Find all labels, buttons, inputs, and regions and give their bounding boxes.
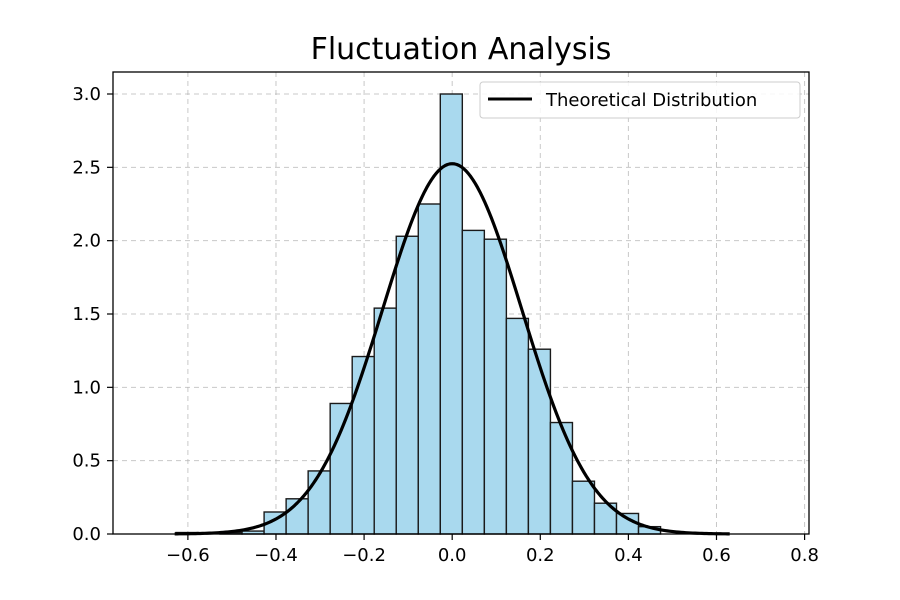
histogram-bar	[483, 238, 508, 535]
x-tick-label: 0.8	[790, 545, 819, 566]
y-tick-label: 3.0	[72, 84, 101, 105]
y-axis-ticks: 0.0 0.5 1.0 1.5 2.0 2.5 3.0	[72, 84, 113, 545]
theoretical-curve-group	[174, 162, 730, 536]
legend-box	[479, 81, 801, 119]
histogram-bar	[527, 348, 552, 535]
plot-frame	[112, 71, 810, 535]
histogram-bar	[571, 480, 596, 535]
histogram-bar	[505, 317, 530, 535]
histogram-bar	[439, 93, 464, 535]
x-tick-label: −0.4	[254, 545, 298, 566]
y-tick-label: 2.0	[72, 231, 101, 252]
y-tick-label: 0.0	[72, 524, 101, 545]
histogram-bar	[417, 203, 441, 535]
chart-title: Fluctuation Analysis	[311, 32, 612, 67]
histogram-bar	[461, 229, 486, 535]
y-tick-label: 1.0	[72, 377, 101, 398]
x-tick-label: −0.6	[166, 545, 210, 566]
histogram-bar	[329, 402, 353, 535]
y-tick-label: 2.5	[72, 157, 101, 178]
x-tick-label: 0.0	[438, 545, 467, 566]
theoretical-distribution-line	[174, 162, 730, 536]
x-tick-label: 0.2	[526, 545, 555, 566]
x-tick-label: 0.6	[702, 545, 731, 566]
histogram-bars	[175, 93, 662, 535]
histogram-bar	[549, 421, 574, 535]
histogram-bar	[373, 307, 397, 535]
x-tick-label: 0.4	[614, 545, 643, 566]
histogram-bar	[351, 355, 375, 535]
histogram-bar	[307, 470, 331, 535]
histogram-bar	[395, 235, 419, 535]
legend: Theoretical Distribution	[479, 81, 801, 119]
x-tick-label: −0.2	[342, 545, 386, 566]
x-axis-ticks: −0.6 −0.4 −0.2 0.0 0.2 0.4 0.6 0.8	[166, 534, 819, 566]
legend-label: Theoretical Distribution	[545, 90, 757, 111]
y-tick-label: 0.5	[72, 451, 101, 472]
y-tick-label: 1.5	[72, 304, 101, 325]
